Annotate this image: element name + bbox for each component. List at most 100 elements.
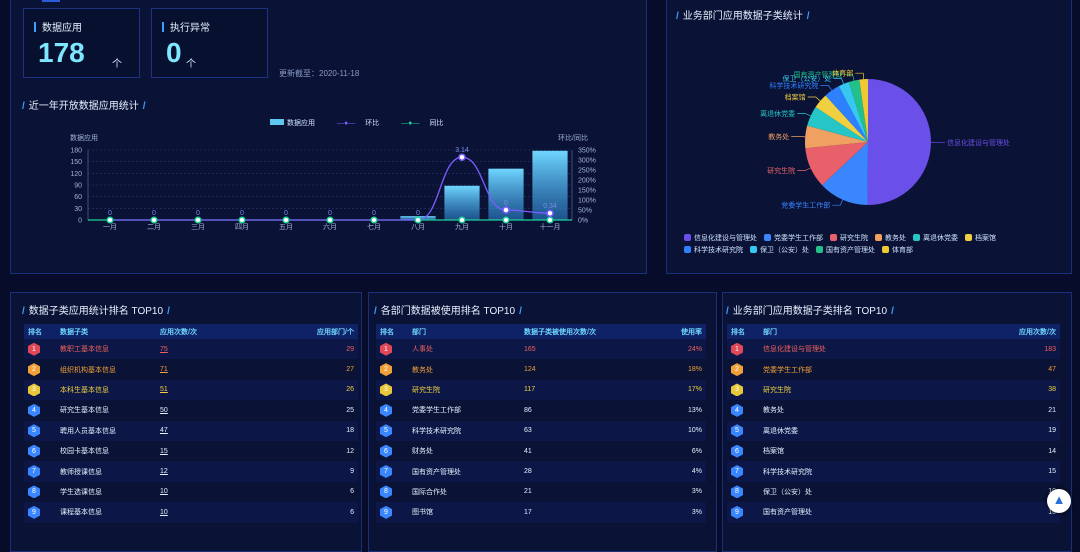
rank-badge: 2 <box>24 359 56 379</box>
rank-number: 6 <box>380 445 392 458</box>
data-label: 0 <box>504 200 508 207</box>
pie-legend-item[interactable]: 离退休党委 <box>913 233 958 245</box>
pie-label-line <box>797 113 810 115</box>
table-cell: 3% <box>656 502 706 522</box>
pie-legend-item[interactable]: 国有资产管理处 <box>816 245 875 257</box>
rank-badge: 4 <box>727 400 759 420</box>
data-label: 0 <box>328 210 332 217</box>
table-cell[interactable]: 71 <box>156 359 257 379</box>
table-cell[interactable]: 47 <box>156 421 257 441</box>
pie-legend-item[interactable]: 保卫（公安）处 <box>750 245 809 257</box>
table-cell: 41 <box>520 441 656 461</box>
rank-number: 6 <box>731 445 743 458</box>
legend-swatch <box>882 246 889 253</box>
table-cell[interactable]: 12 <box>156 461 257 481</box>
table-cell: 组织机构基本信息 <box>56 359 156 379</box>
table-cell[interactable]: 51 <box>156 380 257 400</box>
yoy-point <box>151 217 157 223</box>
section-title-open-stats: /近一年开放数据应用统计/ <box>18 97 150 112</box>
table-cell[interactable]: 15 <box>156 441 257 461</box>
table-cell: 29 <box>257 339 358 359</box>
table-cell[interactable]: 10 <box>156 502 257 522</box>
data-label: 0 <box>240 210 244 217</box>
y2-axis-title: 环比/同比 <box>558 133 588 142</box>
x-tick-label: 三月 <box>191 223 205 231</box>
rank-number: 5 <box>731 424 743 437</box>
pie-legend-item[interactable]: 研究生院 <box>830 233 868 245</box>
pie-legend-item[interactable]: 体育部 <box>882 245 913 257</box>
table-cell: 信息化建设与管理处 <box>759 339 943 359</box>
col-header: 应用部门/个 <box>257 324 358 339</box>
y2-tick-label: 0% <box>578 218 588 225</box>
table-cell[interactable]: 75 <box>156 339 257 359</box>
pie-legend-item[interactable]: 党委学生工作部 <box>764 233 823 245</box>
table-cell: 21 <box>520 482 656 502</box>
ring-point <box>503 207 509 213</box>
yoy-point <box>107 217 113 223</box>
table-cell[interactable]: 10 <box>156 482 257 502</box>
table-cell: 18% <box>656 359 706 379</box>
rank-number: 8 <box>731 485 743 498</box>
table-cell: 本科生基本信息 <box>56 380 156 400</box>
y2-tick-label: 200% <box>578 178 596 185</box>
yoy-point <box>239 217 245 223</box>
back-to-top-button[interactable]: ▲ <box>1047 489 1071 513</box>
legend-label: 党委学生工作部 <box>774 235 823 242</box>
rank-badge: 8 <box>727 482 759 502</box>
pie-legend-item[interactable]: 科学技术研究院 <box>684 245 743 257</box>
pie-legend-item[interactable]: 档案馆 <box>965 233 996 245</box>
y-tick-label: 30 <box>74 206 82 213</box>
y-tick-label: 90 <box>74 183 82 190</box>
legend-swatch <box>816 246 823 253</box>
ring-point <box>459 154 465 160</box>
section-title-dept-pie: /业务部门应用数据子类统计/ <box>672 7 814 22</box>
legend-swatch <box>830 234 837 241</box>
pie-slice[interactable] <box>867 79 931 205</box>
stat-card-apps[interactable]: 数据应用 178 个 <box>23 8 140 78</box>
table-cell[interactable]: 50 <box>156 400 257 420</box>
rank-number: 3 <box>380 383 392 396</box>
rank-badge: 7 <box>727 461 759 481</box>
stat-label: 执行异常 <box>162 19 210 34</box>
table-cell: 国有资产管理处 <box>408 461 520 481</box>
table-cell: 9 <box>257 461 358 481</box>
pie-legend-item[interactable]: 教务处 <box>875 233 906 245</box>
stat-card-errors[interactable]: 执行异常 0 个 <box>151 8 268 78</box>
table-cell: 28 <box>520 461 656 481</box>
table-row[interactable]: 8保卫（公安）处10 <box>727 482 1060 502</box>
data-label: 0 <box>416 210 420 217</box>
x-tick-label: 一月 <box>103 223 117 231</box>
table-cell: 10 <box>943 502 1060 522</box>
yoy-point <box>327 217 333 223</box>
table-cell: 4% <box>656 461 706 481</box>
table-cell: 3% <box>656 482 706 502</box>
pie-legend-item[interactable]: 信息化建设与管理处 <box>684 233 757 245</box>
table-cell: 47 <box>943 359 1060 379</box>
